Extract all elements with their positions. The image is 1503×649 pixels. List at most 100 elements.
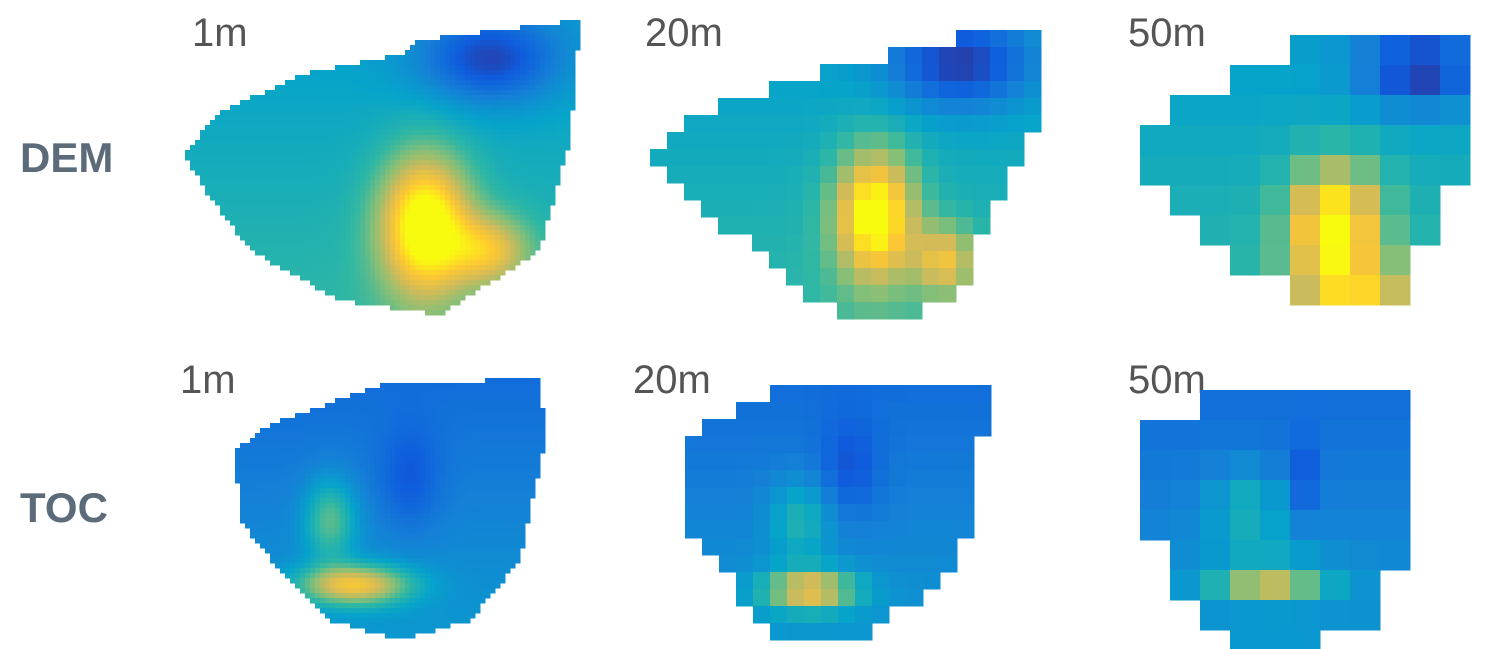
- pixel: [455, 443, 461, 449]
- pixel: [325, 285, 331, 291]
- pixel: [440, 185, 446, 191]
- pixel: [450, 230, 456, 236]
- pixel: [375, 508, 381, 514]
- pixel: [500, 180, 506, 186]
- pixel: [505, 130, 511, 136]
- pixel: [445, 230, 451, 236]
- pixel: [555, 85, 561, 91]
- pixel: [525, 508, 531, 514]
- pixel: [803, 268, 821, 286]
- pixel: [290, 250, 296, 256]
- pixel: [295, 513, 301, 519]
- pixel: [515, 100, 521, 106]
- pixel: [255, 95, 261, 101]
- pixel: [480, 398, 486, 404]
- pixel: [956, 132, 974, 150]
- pixel: [735, 183, 753, 201]
- pixel: [415, 433, 421, 439]
- pixel: [330, 265, 336, 271]
- pixel: [525, 65, 531, 71]
- pixel: [335, 458, 341, 464]
- pixel: [430, 135, 436, 141]
- pixel: [380, 250, 386, 256]
- pixel: [315, 160, 321, 166]
- pixel: [280, 135, 286, 141]
- pixel: [515, 160, 521, 166]
- pixel: [510, 473, 516, 479]
- pixel: [380, 110, 386, 116]
- pixel: [415, 230, 421, 236]
- pixel: [365, 423, 371, 429]
- pixel: [490, 130, 496, 136]
- pixel: [515, 428, 521, 434]
- pixel: [395, 105, 401, 111]
- pixel: [350, 70, 356, 76]
- pixel: [240, 175, 246, 181]
- pixel: [325, 100, 331, 106]
- pixel: [485, 85, 491, 91]
- pixel: [500, 503, 506, 509]
- pixel: [520, 210, 526, 216]
- pixel: [305, 453, 311, 459]
- pixel: [300, 150, 306, 156]
- pixel: [220, 115, 226, 121]
- pixel: [410, 483, 416, 489]
- pixel: [435, 85, 441, 91]
- pixel: [465, 280, 471, 286]
- pixel: [475, 110, 481, 116]
- pixel: [410, 250, 416, 256]
- pixel: [375, 398, 381, 404]
- pixel: [570, 45, 576, 51]
- pixel: [400, 513, 406, 519]
- pixel: [330, 275, 336, 281]
- pixel: [490, 418, 496, 424]
- pixel: [560, 30, 566, 36]
- pixel: [290, 508, 296, 514]
- pixel: [786, 81, 804, 99]
- pixel: [270, 195, 276, 201]
- pixel: [525, 458, 531, 464]
- pixel: [718, 166, 736, 184]
- pixel: [837, 166, 855, 184]
- pixel: [420, 285, 426, 291]
- pixel: [375, 100, 381, 106]
- pixel: [245, 145, 251, 151]
- pixel: [305, 110, 311, 116]
- pixel: [530, 443, 536, 449]
- pixel: [385, 280, 391, 286]
- pixel: [285, 95, 291, 101]
- pixel: [505, 230, 511, 236]
- pixel: [520, 388, 526, 394]
- pixel: [255, 150, 261, 156]
- pixel: [335, 245, 341, 251]
- pixel: [465, 195, 471, 201]
- pixel: [265, 190, 271, 196]
- pixel: [255, 508, 261, 514]
- pixel: [385, 115, 391, 121]
- pixel: [460, 468, 466, 474]
- pixel: [420, 95, 426, 101]
- pixel: [315, 180, 321, 186]
- pixel: [425, 70, 431, 76]
- pixel: [410, 498, 416, 504]
- pixel: [520, 180, 526, 186]
- pixel: [400, 275, 406, 281]
- pixel: [435, 180, 441, 186]
- pixel: [410, 295, 416, 301]
- pixel: [515, 120, 521, 126]
- pixel: [485, 265, 491, 271]
- pixel: [1290, 185, 1321, 216]
- pixel: [530, 488, 536, 494]
- pixel: [375, 438, 381, 444]
- pixel: [355, 95, 361, 101]
- pixel: [235, 230, 241, 236]
- pixel: [440, 383, 446, 389]
- pixel: [300, 85, 306, 91]
- pixel: [315, 245, 321, 251]
- pixel: [340, 418, 346, 424]
- pixel: [490, 383, 496, 389]
- pixel: [395, 285, 401, 291]
- pixel: [325, 225, 331, 231]
- pixel: [555, 75, 561, 81]
- pixel: [415, 60, 421, 66]
